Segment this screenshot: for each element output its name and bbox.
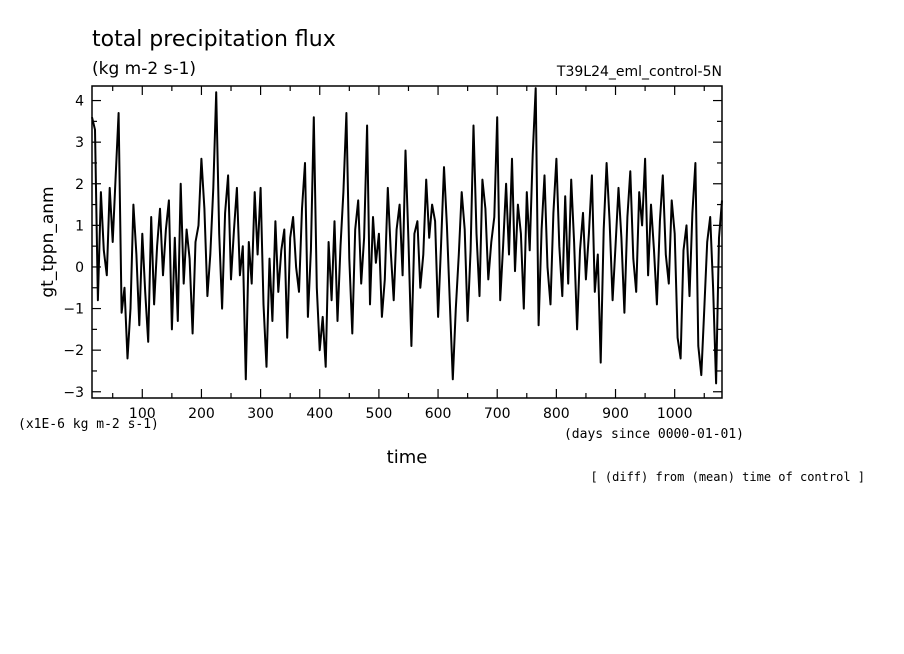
series-line-gt-tppn-anm xyxy=(91,87,723,385)
chart-units: (kg m-2 s-1) xyxy=(92,59,196,79)
chart-title: total precipitation flux xyxy=(92,27,336,52)
x-tick-label: 800 xyxy=(543,406,570,422)
x-axis-ticks: 100 200 300 400 500 600 700 800 900 1000 xyxy=(112,86,705,422)
y-tick-label: −3 xyxy=(63,385,84,401)
y-tick-label: 4 xyxy=(75,94,84,110)
x-tick-label: 100 xyxy=(129,406,156,422)
y-tick-label: 2 xyxy=(75,177,84,193)
x-tick-label: 200 xyxy=(188,406,215,422)
footnote: [ (diff) from (mean) time of control ] xyxy=(590,470,865,484)
x-tick-label: 300 xyxy=(247,406,274,422)
x-tick-label: 500 xyxy=(366,406,393,422)
scale-note: (x1E-6 kg m-2 s-1) xyxy=(18,417,159,432)
x-tick-label: 900 xyxy=(602,406,629,422)
y-axis-label: gt_tppn_anm xyxy=(38,186,58,297)
y-tick-label: −2 xyxy=(63,343,84,359)
x-tick-label: 400 xyxy=(306,406,333,422)
x-tick-label: 600 xyxy=(425,406,452,422)
x-units-label: (days since 0000-01-01) xyxy=(564,427,744,442)
x-tick-label: 1000 xyxy=(657,406,693,422)
plot-frame xyxy=(91,85,723,399)
x-axis-label: time xyxy=(387,447,428,468)
plot-area: 100 200 300 400 500 600 700 800 900 1000 −3 −2 −1 0 1… xyxy=(63,85,723,422)
y-tick-label: 3 xyxy=(75,135,84,151)
y-tick-label: 0 xyxy=(75,260,84,276)
y-tick-label: 1 xyxy=(75,218,84,234)
y-axis-ticks: −3 −2 −1 0 1 2 3 4 xyxy=(63,94,722,401)
experiment-label: T39L24_eml_control-5N xyxy=(556,64,722,80)
x-tick-label: 700 xyxy=(484,406,511,422)
y-tick-label: −1 xyxy=(63,302,84,318)
